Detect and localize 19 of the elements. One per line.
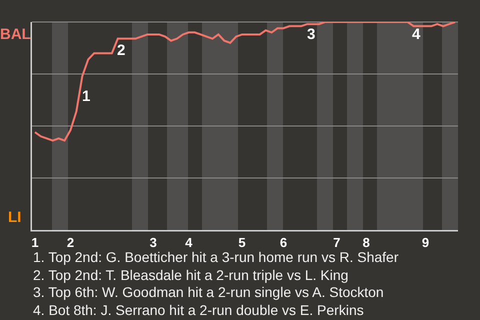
annotation: 2 — [117, 42, 126, 59]
text: 3. Top 6th: W. Goodman hit a 2-run single vs A. Stockton — [33, 284, 384, 300]
text: 1. Top 2nd: G. Boetticher hit a 3-run home run vs R. Shafer — [33, 249, 399, 265]
text: BAL — [0, 26, 31, 43]
annotation: 4 — [412, 26, 421, 43]
x-tick-label: 8 — [362, 235, 370, 250]
x-tick-label: 2 — [66, 235, 74, 250]
text: LI — [8, 209, 22, 226]
x-tick-label: 1 — [31, 235, 39, 250]
x-tick-label: 7 — [333, 235, 340, 250]
x-tick-label: 6 — [280, 235, 288, 250]
x-tick-label: 4 — [185, 235, 194, 250]
x-tick-label: 9 — [422, 235, 430, 250]
text: 4. Bot 8th: J. Serrano hit a 2-run double vs E. Perkins — [33, 302, 364, 318]
x-tick-label: 3 — [150, 235, 157, 250]
annotation: 1 — [82, 88, 90, 105]
x-tick-label: 5 — [238, 235, 246, 250]
text: 2. Top 2nd: T. Bleasdale hit a 2-run triple vs L. King — [33, 267, 348, 283]
annotation: 3 — [307, 26, 316, 43]
